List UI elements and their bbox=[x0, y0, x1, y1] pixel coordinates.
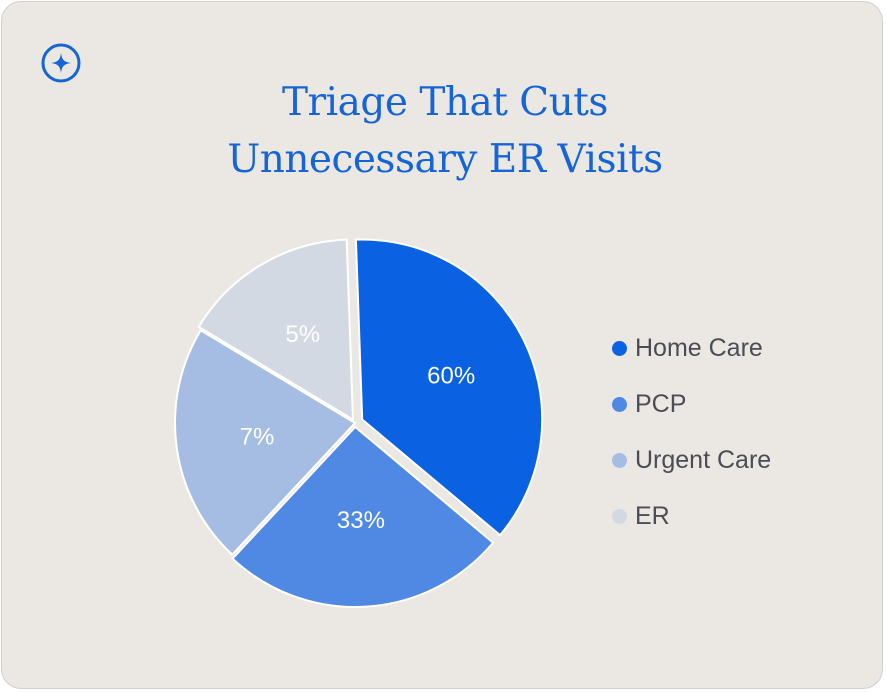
legend-swatch bbox=[612, 452, 627, 468]
pie-slice-home-care bbox=[354, 238, 544, 537]
legend-swatch bbox=[612, 340, 627, 356]
legend-item-urgent-care: Urgent Care bbox=[612, 432, 771, 488]
legend-label: ER bbox=[635, 501, 670, 530]
slice-label-pcp: 33% bbox=[337, 507, 385, 534]
legend-label: Urgent Care bbox=[635, 445, 772, 474]
slice-label-urgent-care: 7% bbox=[240, 423, 275, 450]
legend-item-home-care: Home Care bbox=[612, 320, 771, 376]
legend-swatch bbox=[612, 396, 627, 412]
chart-title-line-2: Unnecessary ER Visits bbox=[227, 137, 663, 182]
chart-title: Triage That Cuts Unnecessary ER Visits bbox=[2, 74, 882, 188]
legend-swatch bbox=[612, 508, 627, 524]
chart-title-line-1: Triage That Cuts bbox=[282, 80, 608, 125]
pie-slice-pcp bbox=[231, 425, 495, 608]
legend-item-pcp: PCP bbox=[612, 376, 771, 432]
legend-label: Home Care bbox=[635, 333, 763, 362]
legend-item-er: ER bbox=[612, 488, 771, 544]
legend-label: PCP bbox=[635, 389, 687, 418]
chart-legend: Home Care PCP Urgent Care ER bbox=[612, 320, 771, 544]
pie-slice-urgent-care bbox=[174, 328, 357, 557]
pie-slice-er bbox=[197, 238, 355, 422]
slice-label-er: 5% bbox=[285, 321, 320, 348]
slice-label-home-care: 60% bbox=[427, 363, 475, 390]
sparkle-circle-icon bbox=[41, 43, 81, 83]
